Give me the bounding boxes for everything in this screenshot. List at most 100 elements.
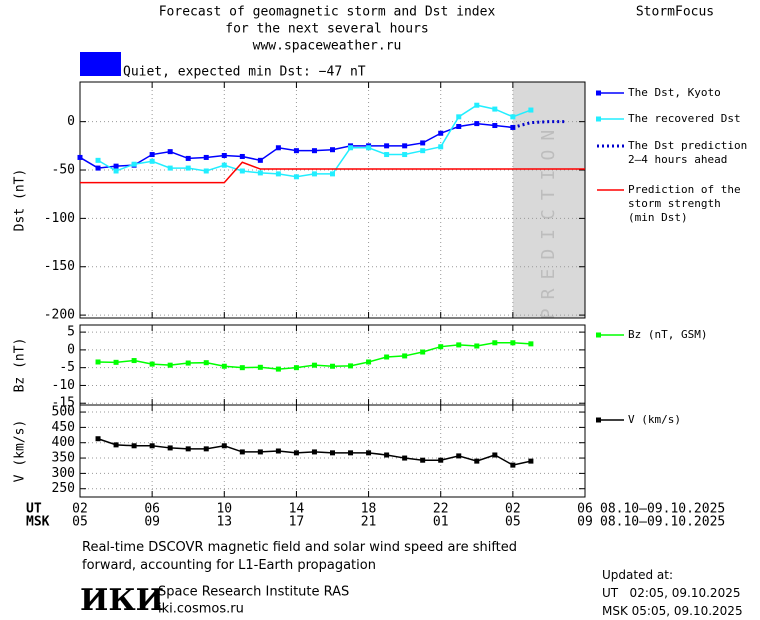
- site: iki.cosmos.ru: [158, 602, 244, 617]
- x-tick-label: 14: [289, 502, 305, 517]
- marker: [95, 359, 101, 365]
- marker: [95, 165, 101, 171]
- y-tick-label: 500: [52, 405, 75, 420]
- marker: [438, 144, 444, 150]
- marker: [384, 452, 390, 458]
- marker: [95, 157, 101, 163]
- marker: [113, 168, 119, 174]
- marker: [77, 154, 83, 160]
- marker: [203, 446, 209, 452]
- marker: [149, 443, 155, 449]
- marker: [420, 457, 426, 463]
- title: Forecast of geomagnetic storm and Dst in…: [159, 5, 496, 20]
- marker: [275, 366, 281, 372]
- marker: [510, 114, 516, 120]
- marker: [167, 149, 173, 155]
- marker: [348, 145, 354, 151]
- marker: [474, 458, 480, 464]
- marker: [366, 145, 372, 151]
- updated-msk: MSK 05:05, 09.10.2025: [602, 604, 743, 618]
- marker: [311, 362, 317, 368]
- marker: [330, 363, 335, 369]
- updated-ut: UT 02:05, 09.10.2025: [602, 586, 741, 600]
- y-tick-label: 0: [67, 342, 75, 357]
- marker: [311, 449, 317, 455]
- x-tick-label: 06: [577, 502, 593, 517]
- plot-frame: [79, 404, 586, 498]
- x2-range-label: 08.10–09.10.2025: [600, 515, 725, 530]
- marker: [131, 358, 137, 364]
- marker: [293, 450, 299, 456]
- legend-marker: [596, 116, 601, 122]
- marker: [221, 153, 227, 159]
- marker: [221, 363, 227, 369]
- marker: [167, 362, 173, 368]
- marker: [257, 170, 263, 176]
- series-line: [97, 104, 532, 178]
- marker: [366, 450, 372, 456]
- marker: [456, 123, 462, 129]
- title: www.spaceweather.ru: [253, 39, 402, 54]
- marker: [366, 359, 372, 365]
- marker: [185, 165, 191, 171]
- y-tick-label: 5: [67, 325, 75, 340]
- x-tick-label: 02: [72, 502, 88, 517]
- marker: [420, 148, 426, 154]
- title: for the next several hours: [225, 22, 429, 37]
- marker: [293, 174, 299, 180]
- prediction-label: PREDICTION: [538, 121, 559, 319]
- marker: [167, 445, 173, 451]
- marker: [221, 162, 227, 168]
- marker: [474, 343, 480, 349]
- marker: [402, 455, 408, 461]
- x-tick-label: 18: [361, 502, 377, 517]
- legend-marker: [596, 417, 601, 423]
- marker: [113, 359, 119, 365]
- marker: [420, 349, 426, 355]
- marker: [293, 365, 299, 371]
- y-tick-label: -150: [44, 259, 75, 274]
- legend-label: Bz (nT, GSM): [628, 328, 708, 341]
- marker: [402, 152, 408, 158]
- marker: [203, 154, 209, 160]
- marker: [149, 152, 155, 158]
- marker: [492, 452, 498, 458]
- marker: [113, 163, 119, 169]
- marker: [149, 158, 155, 164]
- marker: [330, 450, 335, 456]
- plot-frame: [79, 81, 586, 319]
- y-tick-label: -10: [52, 378, 75, 393]
- marker: [474, 102, 480, 108]
- series-line: [80, 161, 585, 184]
- marker: [510, 462, 516, 468]
- status-box: [80, 52, 121, 76]
- y-tick-label: -5: [59, 360, 75, 375]
- x-range-label: 08.10–09.10.2025: [600, 502, 725, 517]
- x2-axis-label: MSK: [26, 515, 50, 530]
- marker: [239, 153, 245, 159]
- institute: Space Research Institute RAS: [158, 585, 349, 600]
- marker: [113, 442, 119, 448]
- marker: [438, 457, 444, 463]
- marker: [275, 171, 281, 177]
- note-line: forward, accounting for L1-Earth propaga…: [82, 558, 376, 573]
- marker: [203, 360, 209, 366]
- x2-tick-label: 17: [289, 515, 305, 530]
- marker: [492, 106, 498, 112]
- y-axis-label: Bz (nT): [13, 338, 28, 393]
- x-tick-label: 06: [144, 502, 160, 517]
- marker: [293, 148, 299, 154]
- marker: [492, 123, 498, 129]
- y-tick-label: -15: [52, 396, 75, 411]
- marker: [456, 114, 462, 120]
- marker: [384, 354, 390, 360]
- y-tick-label: -50: [52, 163, 75, 178]
- marker: [311, 171, 317, 177]
- marker: [131, 443, 137, 449]
- y-axis-label: Dst (nT): [13, 169, 28, 232]
- legend-marker: [596, 90, 601, 96]
- marker: [402, 143, 408, 149]
- y-tick-label: -200: [44, 308, 75, 323]
- x2-tick-label: 05: [72, 515, 88, 530]
